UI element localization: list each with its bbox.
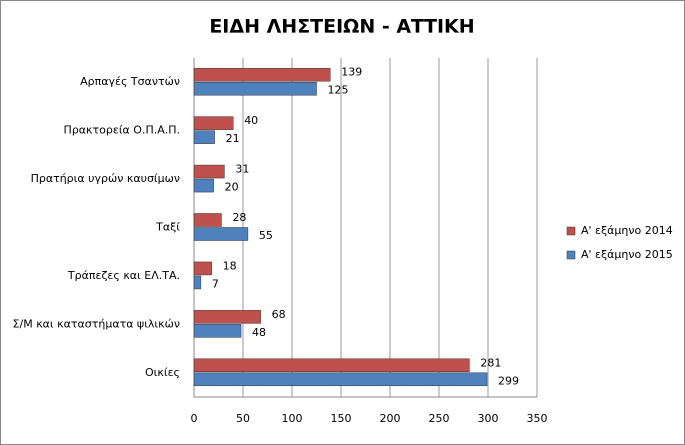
data-label: 68 <box>272 308 286 321</box>
x-tick-label: 100 <box>282 412 303 425</box>
data-label: 7 <box>212 277 219 290</box>
data-label: 299 <box>498 374 519 387</box>
data-label: 28 <box>232 211 246 224</box>
legend-swatch <box>566 250 576 260</box>
bar <box>193 372 488 387</box>
x-tick-label: 50 <box>236 412 250 425</box>
bar <box>193 213 222 227</box>
bar <box>193 116 234 130</box>
y-tick-label: Τράπεζες και ΕΛ.ΤΑ. <box>67 269 180 282</box>
bar <box>193 261 212 276</box>
bar <box>193 164 225 179</box>
data-label: 139 <box>341 66 362 79</box>
bar <box>193 81 317 96</box>
bar <box>193 310 261 324</box>
data-label: 48 <box>252 326 266 339</box>
data-label: 281 <box>480 356 501 369</box>
bar <box>193 178 214 193</box>
data-label: 21 <box>226 132 240 145</box>
data-label: 18 <box>223 259 237 272</box>
data-label: 125 <box>328 84 349 97</box>
legend-label: Α' εξάμηνο 2014 <box>581 224 673 237</box>
bar <box>193 324 242 338</box>
bar <box>193 227 249 241</box>
data-label: 40 <box>244 114 258 127</box>
data-label: 31 <box>235 163 249 176</box>
legend-label: Α' εξάμηνο 2015 <box>581 248 673 261</box>
y-tick-label: Ταξί <box>155 221 180 234</box>
x-tick-label: 0 <box>191 412 198 425</box>
bar <box>193 358 470 373</box>
y-tick-label: Οικίες <box>145 366 180 379</box>
x-tick-label: 150 <box>331 412 352 425</box>
data-label: 55 <box>259 229 273 242</box>
bar <box>193 130 215 144</box>
x-tick-label: 200 <box>380 412 401 425</box>
y-tick-label: Αρπαγές Τσαντών <box>80 75 180 88</box>
x-tick-label: 250 <box>429 412 450 425</box>
chart-title: ΕΙΔΗ ΛΗΣΤΕΙΩΝ - ΑΤΤΙΚΗ <box>209 16 474 38</box>
bar <box>193 67 331 82</box>
y-tick-label: Σ/Μ και καταστήματα ψιλικών <box>13 317 180 330</box>
x-tick-label: 300 <box>478 412 499 425</box>
data-label: 20 <box>225 181 239 194</box>
bar <box>193 275 202 290</box>
y-tick-label: Πρατήρια υγρών καυσίμων <box>31 172 180 185</box>
y-tick-label: Πρακτορεία Ο.Π.Α.Π. <box>64 124 180 137</box>
x-tick-label: 350 <box>527 412 548 425</box>
legend-swatch <box>566 226 576 236</box>
